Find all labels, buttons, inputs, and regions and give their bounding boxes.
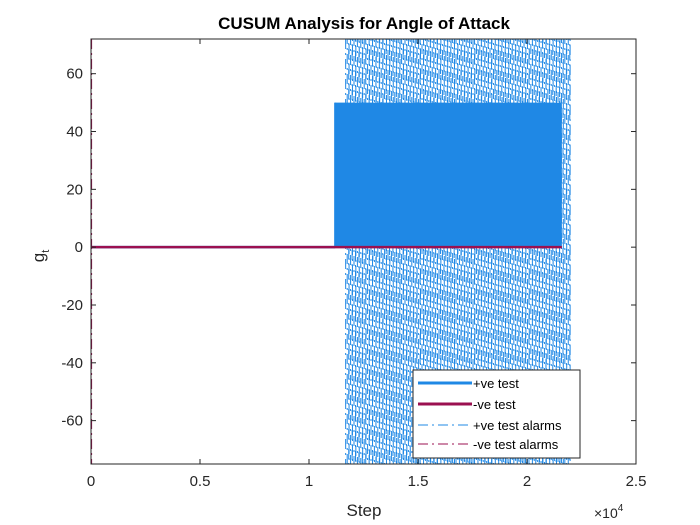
chart-title: CUSUM Analysis for Angle of Attack <box>218 14 510 33</box>
legend-item-positive-test: +ve test <box>418 376 519 391</box>
y-tick-label: 60 <box>66 66 83 83</box>
legend-label-negative-alarms: -ve test alarms <box>473 437 559 452</box>
y-axis-label: gt <box>29 250 52 263</box>
y-tick-label: 20 <box>66 181 83 198</box>
y-axis-label-subscript: t <box>40 250 52 253</box>
y-tick-label: 40 <box>66 124 83 141</box>
legend-label-positive-alarms: +ve test alarms <box>473 418 562 433</box>
x-tick-label: 0.5 <box>190 473 211 490</box>
legend-item-positive-alarms: +ve test alarms <box>418 418 562 433</box>
x-tick-label: 0 <box>87 473 95 490</box>
legend: +ve test -ve test +ve test alarms -ve te… <box>412 369 581 459</box>
x-tick-label: 2 <box>523 473 531 490</box>
y-tick-label: -40 <box>61 355 83 372</box>
legend-item-negative-test: -ve test <box>418 397 516 412</box>
x-tick-label: 2.5 <box>626 473 647 490</box>
x-axis-label: Step <box>347 501 382 520</box>
x-tick-label: 1 <box>305 473 313 490</box>
x-exponent-label: ×104 <box>594 503 624 521</box>
axes-ticks: 0 0.5 1 1.5 2 2.5 -60 -40 -20 0 20 40 60 <box>61 39 646 490</box>
positive-test-oscillation <box>335 102 562 248</box>
y-axis-label-group: gt <box>29 250 52 263</box>
legend-item-negative-alarms: -ve test alarms <box>418 437 559 452</box>
legend-label-positive-test: +ve test <box>473 376 519 391</box>
y-tick-label: -20 <box>61 297 83 314</box>
y-tick-label: -60 <box>61 413 83 430</box>
x-tick-label: 1.5 <box>408 473 429 490</box>
legend-label-negative-test: -ve test <box>473 397 516 412</box>
plot-frame <box>90 38 637 465</box>
legend-box <box>412 369 581 459</box>
y-tick-label: 0 <box>75 239 83 256</box>
